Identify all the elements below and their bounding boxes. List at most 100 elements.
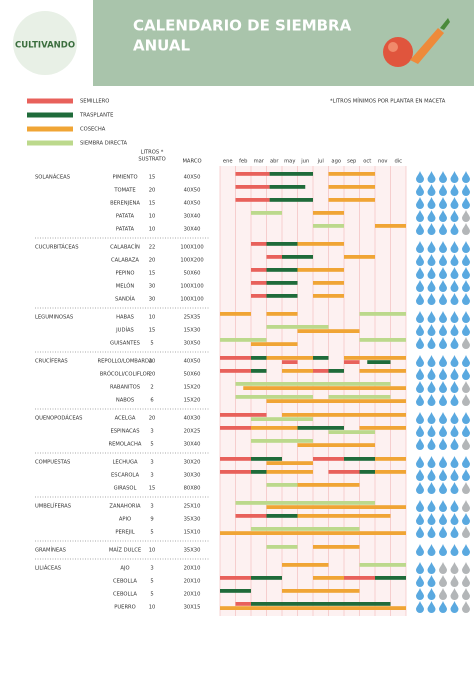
- water-drop: [416, 588, 424, 600]
- water-drop: [427, 575, 436, 587]
- bar: [220, 369, 251, 373]
- water-drop: [427, 381, 436, 393]
- water-drop: [416, 438, 424, 450]
- water-drop: [450, 601, 459, 613]
- water-drop: [450, 500, 459, 512]
- title: CALENDARIO DE SIEMBRA: [133, 17, 352, 35]
- litros: 20: [149, 416, 156, 422]
- water-drop: [462, 184, 470, 196]
- column-header: SUSTRATO: [138, 157, 165, 163]
- water-drop: [416, 412, 424, 424]
- bar: [344, 356, 406, 360]
- bar: [282, 413, 406, 417]
- water-drop: [439, 337, 447, 349]
- litros: 20: [149, 258, 156, 264]
- water-drop: [416, 355, 424, 367]
- bar: [375, 457, 406, 461]
- water-drop: [416, 337, 424, 349]
- litros: 3: [150, 460, 153, 466]
- water-drop: [416, 513, 424, 525]
- litros: 9: [150, 517, 153, 523]
- water-drop: [450, 210, 459, 222]
- bar: [266, 268, 298, 272]
- water-drop: [450, 184, 459, 196]
- bar: [235, 185, 270, 189]
- bar: [251, 457, 282, 461]
- month-label: dic: [394, 159, 402, 165]
- water-drop: [450, 223, 459, 235]
- water-drop: [416, 324, 424, 336]
- bar: [269, 198, 313, 202]
- legend-label: TRASPLANTE: [79, 113, 113, 119]
- water-drop: [462, 368, 470, 380]
- water-drop: [416, 544, 424, 556]
- marco: 20X10: [184, 579, 201, 585]
- water-drop: [439, 368, 447, 380]
- water-drop: [427, 267, 436, 279]
- water-drop: [450, 355, 459, 367]
- bar: [251, 470, 267, 474]
- marco: 80X80: [184, 486, 201, 492]
- water-drop: [427, 355, 436, 367]
- crop-name: CALABAZA: [111, 258, 139, 264]
- legend-swatch: [27, 140, 73, 146]
- bar: [269, 172, 313, 176]
- bar: [328, 395, 391, 399]
- crop-name: ESCAROLA: [111, 473, 139, 479]
- water-drop: [462, 197, 470, 209]
- bar: [220, 470, 251, 474]
- header-band: [93, 0, 474, 86]
- bar: [269, 185, 306, 189]
- note: *LITROS MÍNIMOS POR PLANTAR EN MACETA: [330, 98, 446, 105]
- marco: 25X35: [184, 315, 201, 321]
- water-drop: [439, 482, 447, 494]
- bar: [251, 281, 267, 285]
- water-drop: [439, 588, 447, 600]
- litros: 3: [150, 566, 153, 572]
- group-label: LILIÁCEAS: [35, 565, 61, 572]
- water-drop: [462, 575, 470, 587]
- water-drop: [450, 562, 459, 574]
- litros: 20: [149, 188, 156, 194]
- bar: [266, 281, 298, 285]
- water-drop: [462, 500, 470, 512]
- title: ANUAL: [133, 37, 190, 55]
- water-drop: [462, 438, 470, 450]
- water-drop: [439, 425, 447, 437]
- crop-name: SANDÍA: [115, 296, 135, 303]
- marco: 100X100: [180, 245, 203, 251]
- water-drop: [439, 223, 447, 235]
- water-drop: [427, 544, 436, 556]
- water-drop: [450, 526, 459, 538]
- bar: [251, 356, 267, 360]
- marco: 100X100: [180, 284, 203, 290]
- crop-name: MAÍZ DULCE: [109, 547, 141, 554]
- bar: [328, 369, 344, 373]
- bar: [375, 576, 406, 580]
- water-drop: [427, 241, 436, 253]
- legend-label: SEMILLERO: [80, 99, 109, 105]
- marco: 50X60: [184, 271, 201, 277]
- marco: 50X60: [184, 372, 201, 378]
- water-drop: [450, 324, 459, 336]
- crop-name: JUDÍAS: [115, 327, 134, 334]
- water-drop: [439, 184, 447, 196]
- bar: [266, 470, 313, 474]
- crop-name: ESPINACAS: [110, 429, 139, 435]
- crop-name: PUERRO: [114, 605, 136, 611]
- water-drop: [416, 575, 424, 587]
- month-label: nov: [378, 159, 388, 165]
- litros: 10: [149, 548, 156, 554]
- month-label: sep: [347, 159, 357, 165]
- water-drop: [462, 337, 470, 349]
- bar: [235, 382, 391, 386]
- bar: [266, 255, 282, 259]
- water-drop: [427, 280, 436, 292]
- water-drop: [416, 381, 424, 393]
- bar: [359, 470, 375, 474]
- crop-name: PEREJIL: [115, 530, 134, 536]
- water-drop: [462, 223, 470, 235]
- bar: [243, 386, 406, 390]
- legend-swatch: [27, 126, 73, 132]
- water-drop: [462, 562, 470, 574]
